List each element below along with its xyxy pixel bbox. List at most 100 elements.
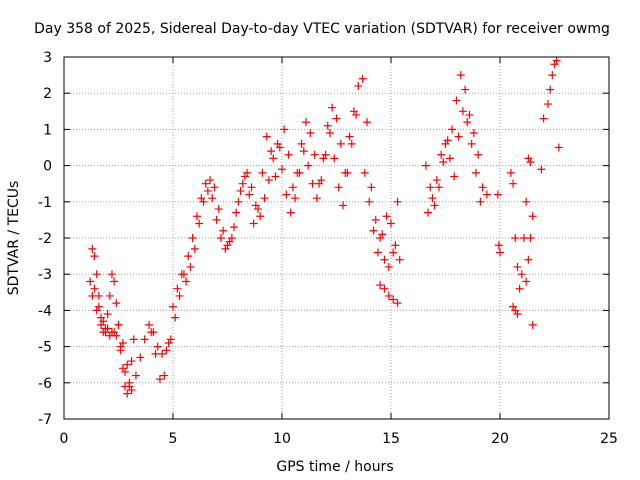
data-point — [225, 237, 234, 246]
data-point — [424, 208, 433, 217]
data-point — [288, 183, 297, 192]
data-point — [511, 234, 520, 242]
data-point — [90, 284, 99, 293]
data-point — [103, 310, 112, 319]
data-point — [319, 154, 328, 163]
data-point — [517, 270, 526, 279]
data-point — [286, 208, 295, 217]
data-point — [347, 139, 356, 148]
data-point — [526, 157, 535, 166]
data-point — [467, 139, 476, 148]
y-tick-label: -2 — [38, 231, 52, 247]
data-point — [269, 154, 278, 163]
data-point — [312, 194, 321, 203]
data-point — [112, 331, 121, 340]
data-point — [352, 110, 361, 119]
data-point — [90, 252, 99, 261]
data-point — [99, 317, 108, 326]
data-point — [210, 183, 219, 192]
data-point — [539, 114, 548, 123]
data-point — [306, 129, 315, 138]
data-point — [206, 176, 215, 185]
data-point — [164, 338, 173, 347]
data-point — [382, 212, 391, 221]
data-point — [330, 154, 339, 163]
data-point — [291, 194, 300, 203]
data-point — [230, 223, 239, 232]
data-point — [469, 129, 478, 138]
data-point — [367, 183, 376, 192]
data-point — [254, 205, 263, 214]
data-point — [140, 335, 149, 344]
data-point — [86, 277, 95, 286]
data-point — [363, 118, 372, 127]
data-point — [376, 234, 385, 242]
data-point — [214, 205, 223, 214]
data-point — [112, 299, 121, 308]
data-point — [389, 248, 398, 257]
data-point — [513, 310, 522, 319]
data-point — [234, 197, 243, 206]
data-point — [232, 208, 241, 217]
data-point — [110, 277, 119, 286]
data-point — [123, 389, 132, 398]
data-point — [304, 161, 313, 170]
data-point — [393, 197, 402, 206]
data-point — [474, 150, 483, 159]
y-tick-label: 3 — [43, 50, 52, 66]
data-point — [441, 139, 450, 148]
data-point — [97, 320, 106, 329]
data-point — [223, 241, 232, 250]
x-axis-label: GPS time / hours — [276, 459, 393, 475]
data-point — [354, 81, 363, 90]
data-point — [264, 176, 273, 185]
x-tick-label: 20 — [491, 431, 509, 447]
data-point — [387, 219, 395, 228]
y-tick-label: -7 — [38, 412, 52, 428]
data-point — [249, 219, 258, 228]
data-point — [219, 226, 228, 235]
data-point — [197, 194, 206, 203]
data-point — [458, 107, 467, 116]
data-point — [332, 114, 341, 123]
data-point — [552, 56, 561, 65]
x-tick-label: 15 — [382, 431, 400, 447]
x-tick-label: 10 — [273, 431, 291, 447]
data-point — [216, 234, 225, 242]
data-point — [282, 190, 291, 199]
data-point — [528, 320, 537, 329]
data-point — [308, 179, 317, 188]
data-point — [434, 183, 443, 192]
data-point — [201, 179, 210, 188]
y-tick-label: -6 — [38, 376, 52, 392]
data-point — [528, 212, 537, 221]
axis-ticks — [63, 56, 610, 420]
data-point — [299, 147, 308, 156]
data-point — [236, 186, 245, 195]
data-points — [86, 56, 563, 398]
data-point — [107, 328, 116, 337]
y-tick-label: -5 — [38, 340, 52, 356]
data-point — [494, 241, 503, 250]
data-point — [275, 143, 284, 152]
data-point — [301, 118, 310, 127]
y-axis-label: SDTVAR / TECUs — [6, 181, 22, 296]
data-point — [524, 255, 533, 264]
data-point — [358, 74, 367, 83]
data-point — [121, 367, 130, 376]
data-point — [92, 306, 101, 315]
data-point — [478, 183, 487, 192]
data-point — [493, 190, 502, 199]
data-point — [376, 281, 385, 290]
data-point — [524, 154, 533, 163]
data-point — [297, 139, 306, 148]
data-point — [317, 176, 326, 185]
data-point — [97, 313, 106, 322]
data-point — [445, 154, 454, 163]
data-point — [395, 255, 404, 264]
data-point — [284, 150, 293, 159]
data-point — [310, 150, 319, 159]
data-point — [548, 71, 557, 80]
data-point — [251, 201, 260, 210]
y-tick-label: -3 — [38, 267, 52, 283]
